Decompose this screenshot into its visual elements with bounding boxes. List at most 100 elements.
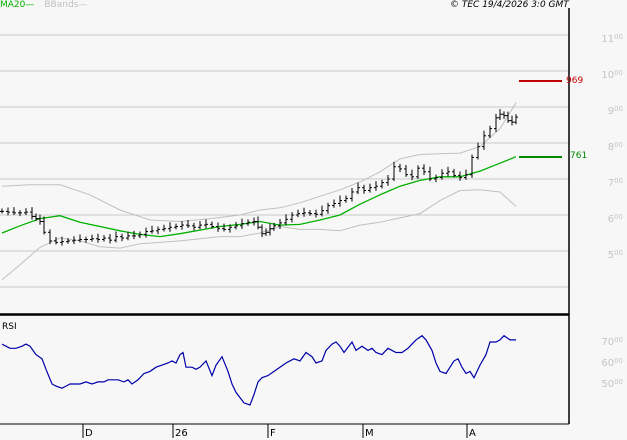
ohlc-bar	[66, 238, 70, 244]
ohlc-bar	[174, 223, 178, 230]
bbands-lower	[1, 189, 517, 281]
ohlc-bar	[256, 216, 260, 230]
ohlc-bar	[84, 236, 88, 243]
legend-bbands[interactable]: BBands—	[44, 0, 87, 10]
price-axis-label: 700	[607, 177, 623, 189]
ma20-line	[1, 156, 517, 238]
ohlc-bar	[210, 221, 214, 229]
rsi-axis-label: 7000	[601, 336, 623, 348]
ohlc-bar	[476, 142, 480, 160]
x-axis-ticks	[82, 424, 468, 438]
x-axis-label: 26	[175, 428, 188, 439]
ohlc-bar	[240, 218, 244, 230]
ohlc-bar	[12, 207, 16, 215]
price-axis-label: 1000	[601, 69, 623, 81]
chart-frame	[0, 8, 570, 425]
ohlc-bar	[30, 207, 34, 220]
ohlc-bar	[440, 169, 444, 180]
rsi-line	[1, 334, 516, 406]
ohlc-bar	[514, 114, 518, 125]
legend-ma20-label: MA20	[0, 0, 26, 10]
ohlc-bar	[392, 161, 396, 182]
ohlc-bar	[332, 199, 336, 208]
ohlc-bar	[380, 179, 384, 189]
ohlc-bar	[296, 209, 300, 218]
ohlc-bar	[78, 234, 82, 243]
ohlc-bar	[428, 166, 432, 182]
ohlc-bar	[162, 224, 166, 232]
ohlc-bar	[34, 213, 38, 221]
ohlc-bar	[386, 175, 390, 186]
ohlc-bar	[350, 188, 354, 202]
ohlc-bar	[314, 209, 318, 218]
ohlc-bar	[452, 168, 456, 178]
ohlc-bar	[458, 171, 462, 181]
price-axis-label: 1100	[601, 33, 623, 45]
ohlc-bar	[264, 228, 268, 236]
ohlc-bar	[374, 181, 378, 191]
ohlc-bar	[138, 231, 142, 239]
x-axis-label: D	[85, 428, 93, 439]
ohlc-bar	[502, 111, 506, 119]
ohlc-bar	[268, 223, 272, 236]
ohlc-bar	[356, 182, 360, 195]
ohlc-bar	[54, 236, 58, 245]
ohlc-bar	[132, 230, 136, 240]
ohlc-bar	[510, 115, 514, 126]
copyright-timestamp: © TEC 19/4/2026 3:0 GMT	[450, 0, 569, 10]
ohlc-bar	[320, 205, 324, 217]
resistance-value: 969	[566, 76, 584, 86]
x-axis-label: F	[270, 428, 276, 439]
ohlc-bar	[272, 222, 276, 231]
price-axis-label: 800	[607, 141, 623, 153]
ohlc-bar	[284, 214, 288, 226]
ohlc-bar	[120, 233, 124, 242]
ohlc-bar	[368, 183, 372, 193]
rsi-title: RSI	[2, 322, 17, 332]
ohlc-bar	[144, 227, 148, 238]
x-axis-label: A	[469, 428, 476, 439]
ohlc-bar	[90, 234, 94, 242]
rsi	[1, 334, 516, 406]
ohlc-bar	[102, 235, 106, 242]
ohlc-bar	[96, 233, 100, 243]
ohlc-bar	[446, 166, 450, 177]
ohlc-bar	[234, 221, 238, 230]
ohlc-bar	[228, 224, 232, 233]
ohlc-bar	[308, 209, 312, 216]
ohlc-bar	[344, 195, 348, 203]
legend-ma20[interactable]: MA20—	[0, 0, 34, 10]
ohlc-bar	[216, 222, 220, 232]
ohlc-bar	[126, 231, 130, 241]
legend-bbands-label: BBands	[44, 0, 79, 10]
support-value: 761	[570, 151, 588, 161]
chart-legend: MA20— BBands—	[0, 0, 87, 11]
ohlc-bar	[72, 236, 76, 245]
ohlc-bar	[108, 234, 112, 244]
price-levels	[519, 80, 562, 158]
ohlc-bar	[494, 113, 498, 132]
x-axis-label: M	[365, 428, 374, 439]
ohlc-bar	[246, 219, 250, 226]
bollinger-bands	[1, 102, 517, 281]
ohlc-bar	[416, 165, 420, 179]
ohlc-bar	[290, 212, 294, 223]
ohlc-bar	[6, 207, 10, 216]
ohlc-bar	[260, 224, 264, 237]
ohlc-bar	[222, 223, 226, 232]
ohlc-bar	[150, 225, 154, 234]
ohlc-bar	[192, 222, 196, 231]
rsi-axis-label: 5000	[601, 378, 623, 390]
ohlc-bar	[204, 219, 208, 229]
ohlc-bar	[24, 208, 28, 215]
ohlc-bar	[18, 209, 22, 217]
ohlc-bar	[326, 202, 330, 214]
price-bars	[0, 109, 518, 246]
ohlc-bar	[180, 221, 184, 230]
bbands-upper	[1, 102, 517, 223]
ohlc-bar	[482, 130, 486, 150]
ohlc-bar	[198, 221, 202, 230]
ohlc-bar	[464, 169, 468, 180]
ohlc-bar	[0, 208, 4, 214]
